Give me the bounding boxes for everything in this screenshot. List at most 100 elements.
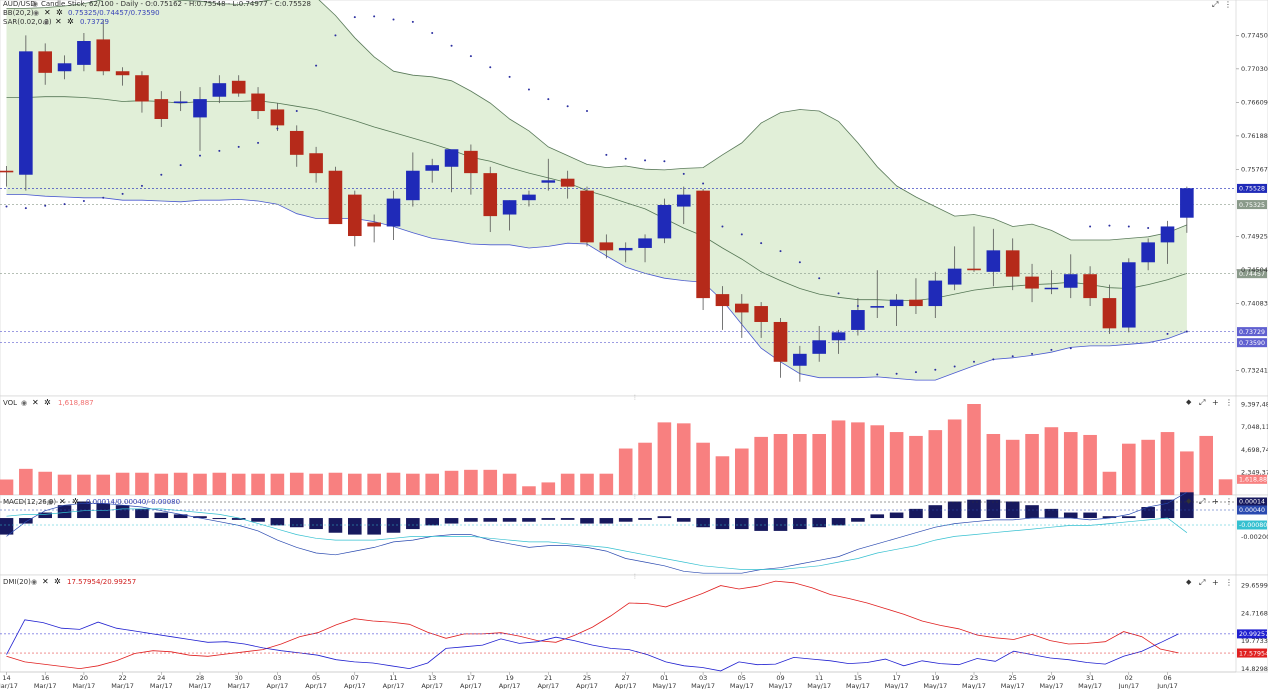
x-tick-month: Mar/17: [34, 682, 57, 689]
macd-histogram-bar: [1180, 492, 1194, 519]
volume-tick-label: 9,397,484: [1241, 400, 1268, 408]
sar-dot: [1127, 225, 1130, 228]
candle: [735, 303, 749, 313]
price-tick-label: 0.77450: [1241, 32, 1268, 40]
candle: [599, 242, 614, 251]
candle: [154, 99, 169, 120]
sar-dot: [469, 55, 472, 58]
volume-bar: [773, 433, 788, 495]
sar-dot: [295, 110, 298, 113]
dmi-level-label: 17.57954: [1239, 650, 1268, 657]
pane-resize-handle: ⋮: [632, 493, 638, 500]
pane-1: [0, 395, 1268, 496]
sar-dot: [276, 127, 279, 130]
candle: [212, 83, 227, 97]
x-tick-month: May/17: [652, 682, 676, 689]
volume-bar: [1063, 432, 1078, 495]
volume-level-tag: [1237, 474, 1267, 484]
volume-bar: [0, 479, 14, 495]
macd-histogram-bar: [812, 518, 826, 528]
sar-dot: [992, 358, 995, 361]
candle: [1005, 250, 1020, 277]
x-tick-day: 06: [1163, 674, 1171, 682]
volume-bar: [231, 473, 246, 495]
x-tick-day: 16: [41, 674, 49, 682]
price-tick-label: 0.76609: [1241, 99, 1268, 107]
x-tick-month: May/17: [730, 682, 754, 689]
volume-bar: [1005, 439, 1020, 495]
x-tick-month: May/17: [1078, 682, 1102, 689]
candle: [77, 41, 91, 65]
x-tick-day: 31: [1086, 674, 1094, 682]
macd-histogram-bar: [1160, 499, 1175, 519]
volume-bar: [57, 474, 72, 495]
candle: [947, 268, 962, 285]
x-tick-day: 05: [738, 674, 746, 682]
macd-histogram-bar: [522, 518, 536, 522]
price-tick-label: 0.76188: [1241, 132, 1268, 140]
candle: [444, 149, 459, 167]
candle: [560, 178, 575, 187]
price-level-label: 0.73590: [1239, 340, 1265, 347]
x-tick-month: Apr/17: [267, 682, 289, 689]
volume-bar: [638, 442, 652, 495]
candle: [676, 194, 691, 207]
candle: [425, 165, 439, 171]
x-tick-month: Mar/17: [150, 682, 173, 689]
candle: [193, 99, 207, 118]
dmi-tick-label: 14.82984: [1241, 665, 1268, 673]
sar-dot: [586, 110, 588, 113]
x-tick-month: Apr/17: [576, 682, 598, 689]
macd-histogram-bar: [348, 518, 362, 535]
sar-dot: [914, 371, 917, 374]
candle: [483, 173, 498, 217]
sar-dot: [353, 16, 356, 19]
volume-bar: [715, 456, 730, 495]
volume-bar: [812, 433, 826, 495]
volume-bar: [1102, 471, 1117, 495]
candle: [309, 153, 323, 174]
macd-histogram-bar: [928, 505, 943, 519]
volume-bar: [696, 442, 710, 495]
x-tick-month: Apr/17: [499, 682, 521, 689]
candle: [38, 51, 52, 73]
sar-dot: [953, 365, 956, 368]
sar-dot: [527, 88, 530, 91]
candle: [135, 75, 149, 102]
volume-bar: [676, 423, 691, 495]
macd-histogram-bar: [1141, 507, 1155, 519]
pane-3: [0, 574, 1268, 673]
sar-dot: [334, 34, 337, 37]
sar-dot: [605, 153, 608, 156]
macd-histogram-bar: [231, 518, 246, 520]
sar-dot: [798, 261, 801, 264]
volume-bar: [1218, 479, 1233, 495]
volume-bar: [947, 419, 962, 495]
macd-histogram-bar: [599, 518, 614, 524]
sar-dot: [63, 203, 66, 206]
macd-histogram-bar: [154, 512, 169, 519]
macd-level-label: 0.00040: [1239, 507, 1265, 514]
candle: [464, 150, 478, 174]
volume-tick-label: 4,698,742: [1241, 446, 1268, 454]
x-tick-month: Apr/17: [615, 682, 637, 689]
x-tick-month: May/17: [1039, 682, 1063, 689]
candle: [57, 63, 72, 72]
macd-level-tag: [1237, 497, 1267, 506]
x-tick-day: 19: [931, 674, 939, 682]
dmi-tick-label: 19.77330: [1241, 637, 1268, 645]
volume-bar: [1199, 435, 1213, 495]
candle: [1141, 242, 1155, 263]
candle: [19, 51, 33, 175]
sar-dot: [1147, 227, 1150, 230]
volume-bar: [212, 472, 227, 495]
macd-histogram-bar: [135, 508, 149, 519]
price-tick-label: 0.74504: [1241, 266, 1268, 274]
x-tick-day: 07: [351, 674, 359, 682]
candle: [0, 170, 14, 173]
sar-dot: [876, 373, 879, 376]
volume-bar: [831, 420, 846, 495]
x-tick-month: Jun/17: [1156, 682, 1178, 689]
price-level-label: 0.75325: [1239, 202, 1265, 209]
sar-dot: [392, 18, 395, 21]
